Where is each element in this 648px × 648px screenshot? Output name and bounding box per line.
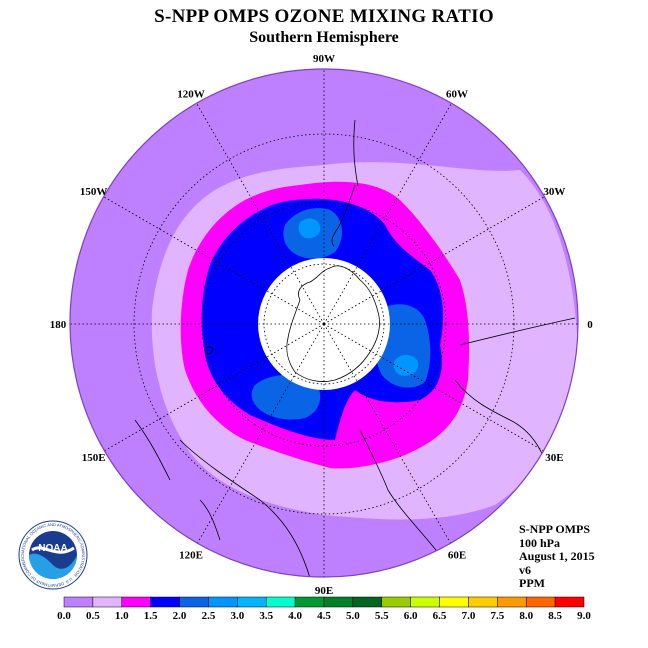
south-pole-marker xyxy=(322,322,326,326)
info-instrument: S-NPP OMPS xyxy=(519,522,590,536)
contour-2.5-3.0-b xyxy=(393,354,419,376)
longitude-label: 30W xyxy=(543,186,565,198)
info-block: S-NPP OMPS 100 hPa August 1, 2015 v6 PPM xyxy=(519,522,595,591)
longitude-label: 60E xyxy=(448,549,466,561)
info-date: August 1, 2015 xyxy=(519,549,595,563)
longitude-label: 0 xyxy=(587,319,593,331)
contour-2.5-3.0-a xyxy=(298,218,321,239)
noaa-logo: NOAA NATIONAL OCEANIC AND ATMOSPHERIC AD… xyxy=(18,520,88,590)
longitude-label: 180 xyxy=(50,319,67,331)
longitude-label: 90W xyxy=(313,53,335,65)
logo-text: NOAA xyxy=(38,543,67,554)
info-level: 100 hPa xyxy=(519,535,561,550)
map-border xyxy=(69,68,579,578)
longitude-label: 150E xyxy=(82,452,106,464)
page-title: S-NPP OMPS OZONE MIXING RATIO xyxy=(154,6,494,27)
page-subtitle: Southern Hemisphere xyxy=(249,29,399,46)
longitude-label: 90E xyxy=(315,585,333,597)
longitude-label: 30E xyxy=(545,452,563,464)
longitude-label: 120W xyxy=(177,89,205,101)
info-units: PPM xyxy=(519,576,545,590)
longitude-label: 150W xyxy=(80,186,108,198)
longitude-label: 60W xyxy=(446,89,468,101)
info-version: v6 xyxy=(519,562,531,577)
antarctica-coastline xyxy=(286,265,380,382)
longitude-label: 120E xyxy=(179,549,203,561)
longitude-labels: 90W 60W 30W 0 30E 60E 90E 120E 150E 180 150W 120W xyxy=(50,53,594,597)
